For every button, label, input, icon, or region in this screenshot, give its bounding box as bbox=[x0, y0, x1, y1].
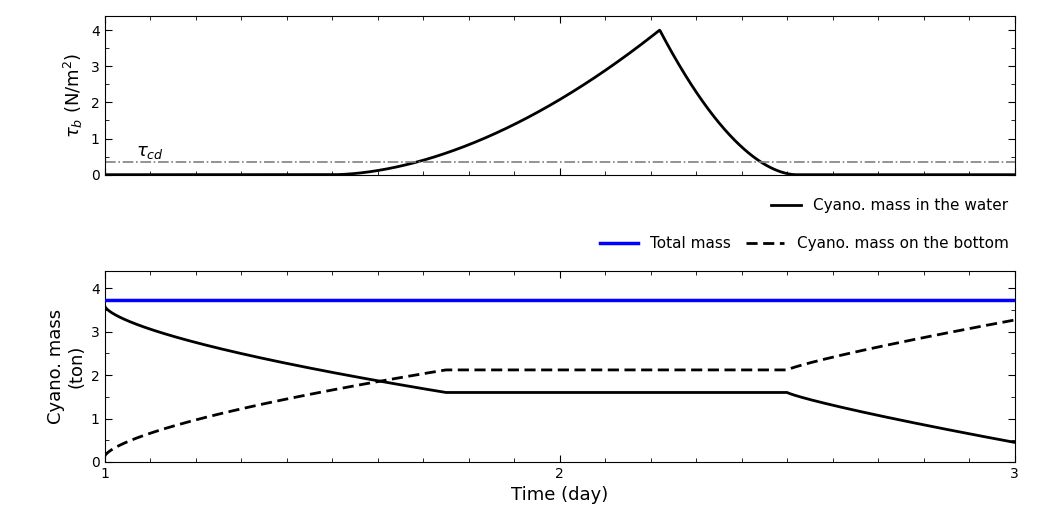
Y-axis label: Cyano. mass
(ton): Cyano. mass (ton) bbox=[46, 309, 86, 424]
Text: $\tau_{cd}$: $\tau_{cd}$ bbox=[136, 143, 164, 160]
X-axis label: Time (day): Time (day) bbox=[511, 486, 608, 504]
Legend: Total mass, Cyano. mass on the bottom: Total mass, Cyano. mass on the bottom bbox=[593, 230, 1015, 257]
Y-axis label: $\tau_b$ (N/m$^2$): $\tau_b$ (N/m$^2$) bbox=[62, 52, 86, 138]
